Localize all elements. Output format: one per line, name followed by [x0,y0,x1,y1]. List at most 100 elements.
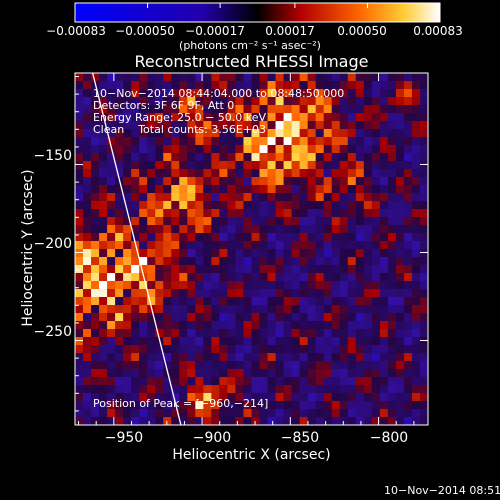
heatmap-cell [251,305,261,314]
heatmap-cell [195,257,204,266]
heatmap-cell [235,241,245,250]
heatmap-cell [355,297,365,306]
heatmap-cell [107,169,116,178]
heatmap-cell [91,73,100,82]
heatmap-cell [99,217,108,226]
heatmap-cell [227,393,237,402]
heatmap-cell [419,73,428,82]
heatmap-cell [75,73,84,82]
heatmap-cell [75,409,84,418]
heatmap-cell [267,385,277,394]
heatmap-cell [259,121,269,130]
heatmap-cell [283,105,293,114]
heatmap-cell [403,105,413,114]
heatmap-cell [75,113,84,122]
heatmap-cell [83,113,92,122]
heatmap-cell [395,97,405,106]
heatmap-cell [75,201,84,210]
heatmap-cell [107,329,116,338]
heatmap-cell [147,129,156,138]
heatmap-cell [331,113,341,122]
heatmap-cell [155,185,164,194]
heatmap-cell [235,313,245,322]
heatmap-cell [107,177,116,186]
heatmap-cell [163,185,172,194]
heatmap-cell [203,313,212,322]
heatmap-cell [331,273,341,282]
heatmap-cell [267,297,277,306]
heatmap-cell [115,369,124,378]
heatmap-cell [107,89,116,98]
heatmap-cell [331,177,341,186]
heatmap-cell [155,201,164,210]
heatmap-cell [99,377,108,386]
heatmap-cell [75,193,84,202]
heatmap-cell [419,417,428,425]
heatmap-cell [123,89,132,98]
heatmap-cell [211,345,221,354]
heatmap-cell [283,377,293,386]
heatmap-cell [139,113,148,122]
heatmap-cell [195,249,204,258]
heatmap-cell [139,257,148,266]
heatmap-cell [283,257,293,266]
annotation-detectors: Detectors: 3F 6F 9F, Att 0 [93,99,235,112]
heatmap-cell [123,225,132,234]
heatmap-cell [363,169,373,178]
heatmap-cell [179,81,188,90]
heatmap-cell [259,145,269,154]
y-axis-ticks [75,76,428,412]
heatmap-cell [155,225,164,234]
heatmap-cell [291,153,301,162]
heatmap-cell [147,361,156,370]
heatmap-cell [355,417,365,425]
heatmap-cell [211,369,221,378]
heatmap-cell [227,81,237,90]
heatmap-cell [115,73,124,82]
heatmap-cell [163,121,172,130]
heatmap-cell [283,361,293,370]
heatmap-cell [115,377,124,386]
heatmap-cell [203,321,212,330]
heatmap-cell [131,193,140,202]
heatmap-cell [291,233,301,242]
heatmap-cell [395,377,405,386]
heatmap-cell [275,185,285,194]
heatmap-cell [83,361,92,370]
heatmap-cell [219,169,229,178]
heatmap-cell [299,417,309,425]
heatmap-cell [259,153,269,162]
heatmap-cell [307,297,317,306]
heatmap-cell [259,209,269,218]
heatmap-cell [323,409,333,418]
heatmap-cell [387,305,397,314]
heatmap-cell [195,289,204,298]
heatmap-cell [211,177,221,186]
heatmap-cell [307,353,317,362]
heatmap-cell [131,337,140,346]
heatmap-cell [299,265,309,274]
heatmap-cell [323,377,333,386]
heatmap-cell [307,145,317,154]
heatmap-cell [115,185,124,194]
heatmap-cell [347,321,357,330]
heatmap-cell [323,289,333,298]
heatmap-cell [395,409,405,418]
heatmap-cell [91,113,100,122]
heatmap-cell [115,393,124,402]
heatmap-cell [83,161,92,170]
heatmap-cell [131,89,140,98]
heatmap-cell [115,153,124,162]
heatmap-cell [163,145,172,154]
heatmap-cell [379,417,389,425]
heatmap-cell [395,225,405,234]
heatmap-cell [307,121,317,130]
heatmap-cell [323,233,333,242]
heatmap-cell [355,81,365,90]
heatmap-cell [235,169,245,178]
heatmap-cell [195,321,204,330]
heatmap-cell [339,305,349,314]
heatmap-cell [195,217,204,226]
heatmap-cell [115,233,124,242]
heatmap-cell [275,177,285,186]
